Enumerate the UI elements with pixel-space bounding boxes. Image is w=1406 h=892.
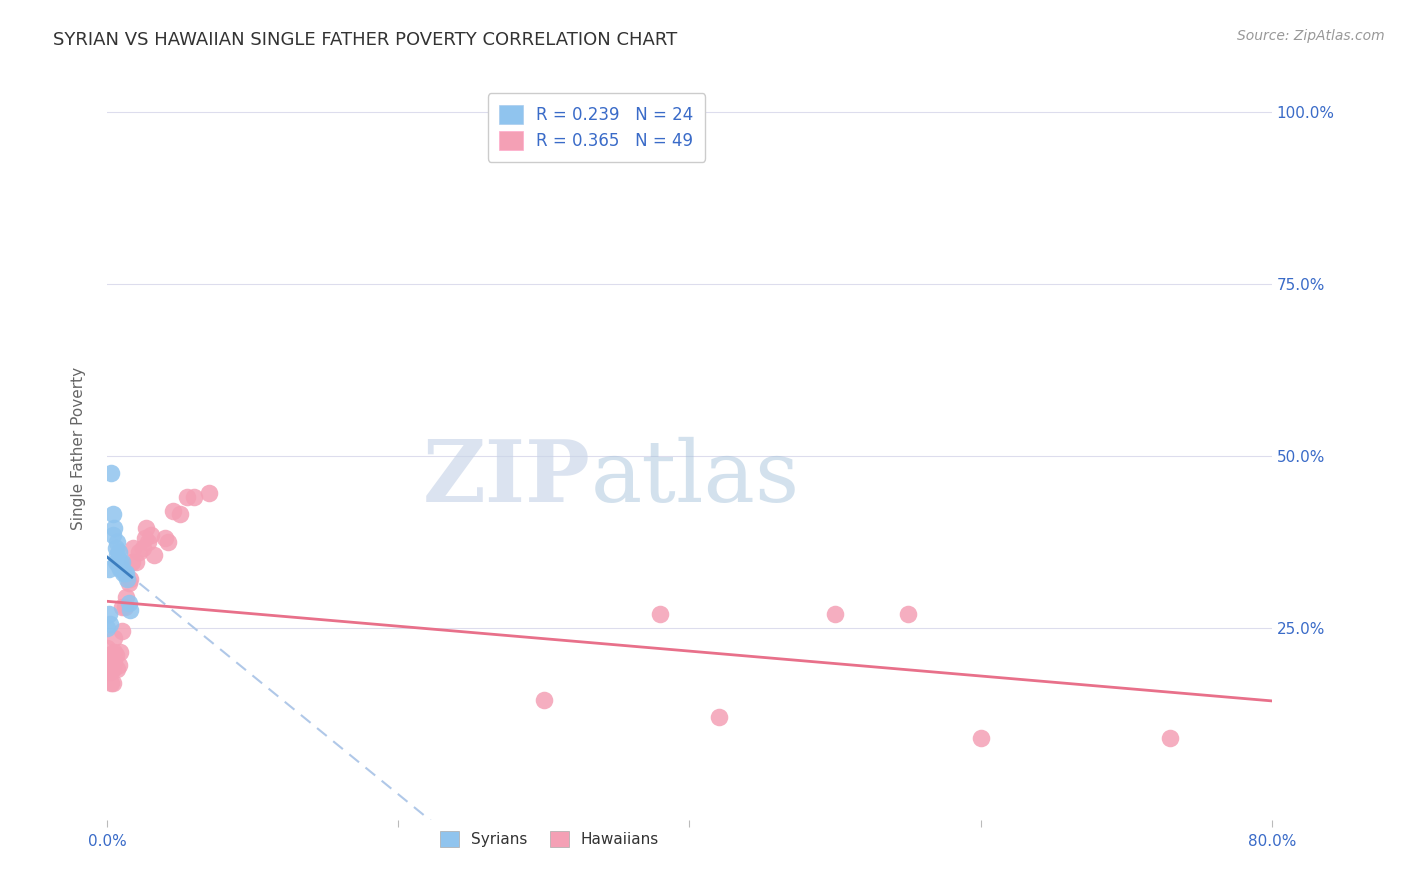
Point: [707, 710, 730, 724]
Point: [105, 549, 128, 563]
Point: [101, 507, 124, 521]
Point: [120, 603, 142, 617]
Point: [107, 658, 129, 673]
Point: [96, 662, 118, 676]
Point: [142, 549, 165, 563]
Point: [105, 534, 128, 549]
Point: [104, 541, 127, 556]
Point: [107, 545, 129, 559]
Point: [111, 562, 134, 576]
Text: Source: ZipAtlas.com: Source: ZipAtlas.com: [1237, 29, 1385, 43]
Point: [98, 665, 121, 680]
Point: [118, 575, 141, 590]
Text: atlas: atlas: [591, 437, 800, 520]
Point: [96, 641, 118, 656]
Point: [97, 662, 120, 676]
Point: [100, 675, 122, 690]
Text: ZIP: ZIP: [423, 436, 591, 520]
Point: [100, 466, 122, 480]
Point: [198, 486, 221, 500]
Point: [100, 648, 122, 662]
Point: [135, 521, 157, 535]
Point: [103, 631, 125, 645]
Point: [104, 555, 127, 569]
Point: [96, 621, 118, 635]
Point: [101, 675, 124, 690]
Point: [101, 662, 124, 676]
Point: [108, 562, 131, 576]
Y-axis label: Single Father Poverty: Single Father Poverty: [72, 368, 86, 531]
Point: [169, 507, 191, 521]
Point: [100, 662, 122, 676]
Legend: Syrians, Hawaiians: Syrians, Hawaiians: [434, 825, 665, 854]
Text: SYRIAN VS HAWAIIAN SINGLE FATHER POVERTY CORRELATION CHART: SYRIAN VS HAWAIIAN SINGLE FATHER POVERTY…: [53, 31, 678, 49]
Point: [97, 648, 120, 662]
Point: [650, 607, 672, 621]
Point: [118, 597, 141, 611]
Point: [128, 545, 150, 559]
Point: [114, 566, 136, 580]
Point: [105, 662, 128, 676]
Point: [125, 555, 148, 569]
Point: [98, 658, 121, 673]
Point: [111, 599, 134, 614]
Point: [111, 555, 134, 569]
Point: [103, 655, 125, 669]
Point: [897, 607, 920, 621]
Point: [120, 573, 142, 587]
Point: [533, 692, 555, 706]
Point: [108, 645, 131, 659]
Point: [134, 531, 156, 545]
Point: [103, 521, 125, 535]
Point: [112, 566, 135, 580]
Point: [115, 590, 138, 604]
Point: [132, 541, 155, 556]
Point: [122, 541, 145, 556]
Point: [1159, 731, 1181, 745]
Point: [183, 490, 205, 504]
Point: [970, 731, 993, 745]
Point: [824, 607, 846, 621]
Point: [103, 645, 125, 659]
Point: [97, 607, 120, 621]
Point: [115, 566, 138, 580]
Point: [114, 599, 136, 614]
Point: [111, 624, 134, 638]
Point: [104, 648, 127, 662]
Point: [157, 534, 180, 549]
Point: [117, 573, 139, 587]
Point: [101, 527, 124, 541]
Point: [121, 555, 143, 569]
Point: [176, 490, 198, 504]
Point: [155, 531, 177, 545]
Point: [108, 555, 131, 569]
Point: [136, 534, 159, 549]
Point: [98, 617, 121, 632]
Point: [107, 558, 129, 573]
Point: [139, 527, 162, 541]
Point: [162, 503, 184, 517]
Point: [97, 562, 120, 576]
Point: [96, 655, 118, 669]
